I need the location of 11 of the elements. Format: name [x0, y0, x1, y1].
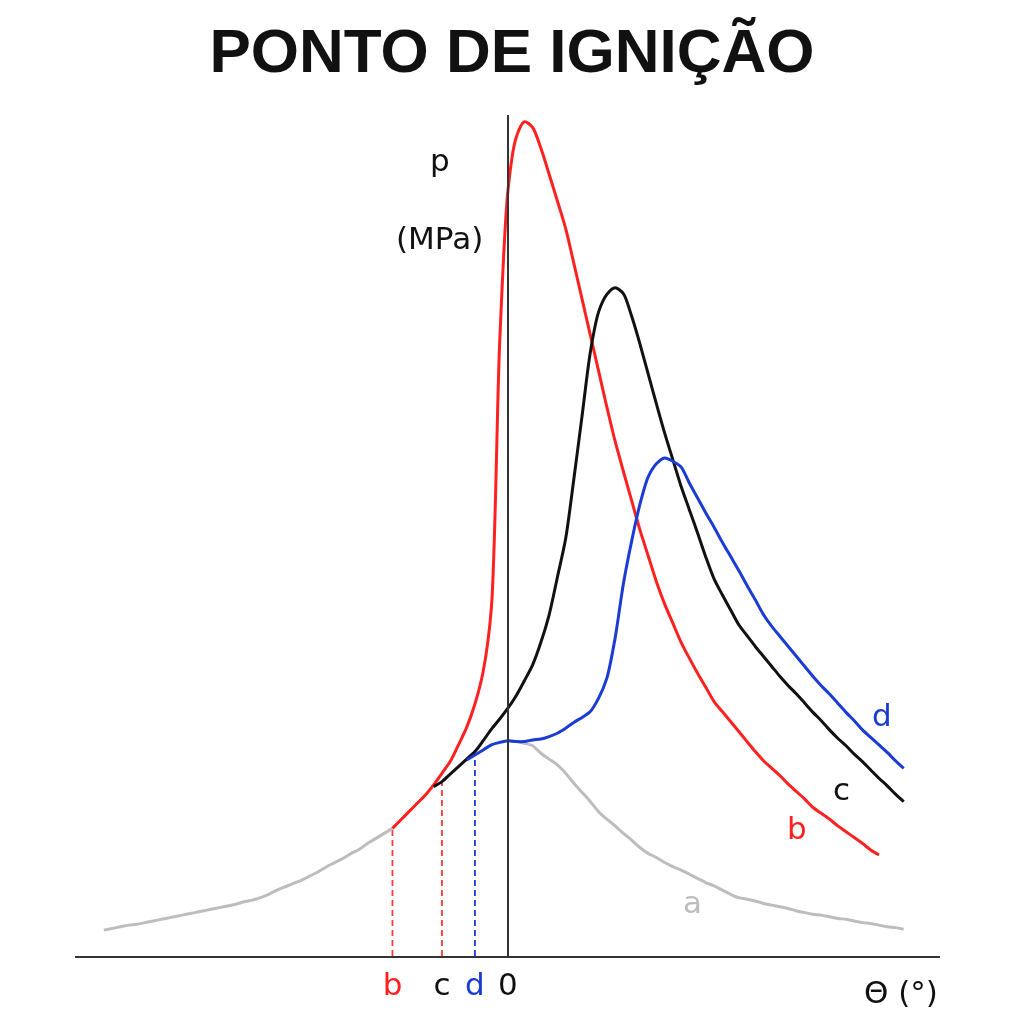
x-tick-label: d	[465, 965, 485, 1002]
series-label: b	[787, 810, 807, 846]
chart-title: PONTO DE IGNIÇÃO	[209, 15, 815, 85]
series-label: d	[872, 697, 892, 733]
series-label: c	[833, 771, 851, 807]
x-tick-label: b	[382, 965, 403, 1002]
x-axis-title: Θ (°)	[864, 974, 938, 1010]
series-label: a	[683, 884, 702, 920]
text: p (MPa)	[396, 142, 484, 256]
x-tick-label: 0	[498, 965, 518, 1002]
x-tick-label: c	[433, 965, 451, 1002]
